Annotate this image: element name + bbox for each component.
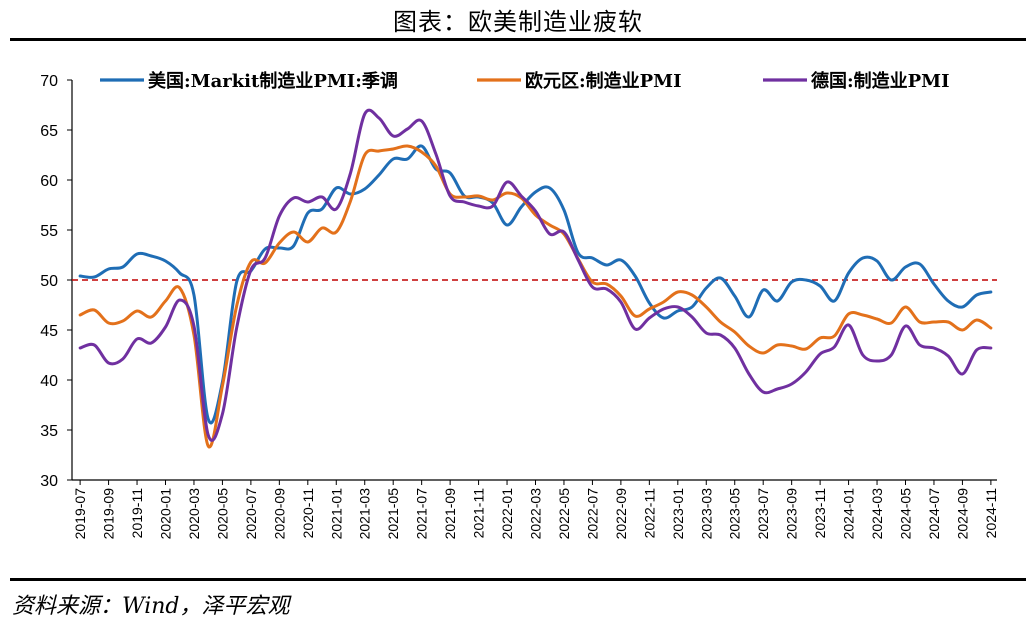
- x-tick-label: 2023-05: [727, 488, 743, 540]
- x-tick-label: 2024-11: [983, 488, 999, 539]
- x-tick-label: 2019-07: [72, 488, 88, 540]
- x-tick-label: 2023-01: [670, 488, 686, 540]
- y-tick-label: 30: [40, 473, 58, 490]
- x-tick-label: 2022-09: [613, 488, 629, 540]
- x-tick-label: 2021-09: [442, 488, 458, 540]
- top-rule: [10, 38, 1026, 41]
- y-tick-label: 35: [40, 423, 58, 440]
- bottom-rule: [10, 578, 1026, 581]
- x-tick-label: 2021-03: [357, 488, 373, 540]
- legend-label: 美国:Markit制造业PMI:季调: [148, 70, 398, 92]
- legend-item-us: 美国:Markit制造业PMI:季调: [100, 70, 398, 92]
- x-tick-label: 2022-03: [528, 488, 544, 540]
- axes: 30 35 40 45 50 55 60 65 70 2019-07 2019-09 2019-11 2…: [40, 73, 999, 539]
- x-tick-label: 2020-01: [158, 488, 174, 540]
- x-tick-label: 2020-11: [300, 488, 316, 539]
- x-tick-label: 2022-11: [641, 488, 657, 539]
- x-tick-label: 2023-07: [755, 488, 771, 540]
- y-tick-label: 60: [40, 173, 58, 190]
- y-tick-label: 70: [40, 73, 58, 90]
- series-line-germany-pmi: [78, 108, 993, 442]
- legend-label: 德国:制造业PMI: [811, 70, 950, 92]
- x-tick-label: 2022-07: [584, 488, 600, 540]
- legend-item-germany: 德国:制造业PMI: [763, 70, 950, 92]
- chart-title: 图表：欧美制造业疲软: [393, 8, 643, 36]
- x-tick-label: 2019-09: [101, 488, 117, 540]
- y-tick-label: 65: [40, 123, 58, 140]
- x-tick-label: 2020-03: [186, 488, 202, 540]
- series-lines: [78, 108, 993, 449]
- x-tick-label: 2023-03: [698, 488, 714, 540]
- y-tick-label: 45: [40, 323, 58, 340]
- legend-label: 欧元区:制造业PMI: [525, 70, 682, 92]
- y-tick-label: 40: [40, 373, 58, 390]
- legend-item-eurozone: 欧元区:制造业PMI: [477, 70, 682, 92]
- x-tick-label: 2020-09: [271, 488, 287, 540]
- x-tick-label: 2021-01: [328, 488, 344, 540]
- x-tick-label: 2020-07: [243, 488, 259, 540]
- source-note: 资料来源：Wind，泽平宏观: [12, 594, 290, 619]
- series-line-eurozone-pmi: [78, 144, 993, 449]
- x-tick-label: 2022-01: [499, 488, 515, 540]
- x-tick-label: 2024-07: [926, 488, 942, 540]
- series-line-us-markit-pmi: [78, 144, 993, 425]
- x-tick-label: 2024-01: [841, 488, 857, 540]
- x-tick-label: 2023-09: [784, 488, 800, 540]
- x-tick-label: 2021-05: [385, 488, 401, 540]
- y-tick-label: 50: [40, 273, 58, 290]
- x-tick-label: 2022-05: [556, 488, 572, 540]
- y-tick-label: 55: [40, 223, 58, 240]
- x-tick-label: 2024-05: [898, 488, 914, 540]
- x-tick-label: 2024-09: [954, 488, 970, 540]
- x-tick-label: 2021-07: [414, 488, 430, 540]
- x-tick-label: 2023-11: [812, 488, 828, 539]
- x-tick-label: 2019-11: [129, 488, 145, 539]
- x-tick-label: 2020-05: [214, 488, 230, 540]
- x-tick-label: 2021-11: [471, 488, 487, 539]
- legend: 美国:Markit制造业PMI:季调 欧元区:制造业PMI 德国:制造业PMI: [100, 70, 950, 92]
- x-tick-label: 2024-03: [869, 488, 885, 540]
